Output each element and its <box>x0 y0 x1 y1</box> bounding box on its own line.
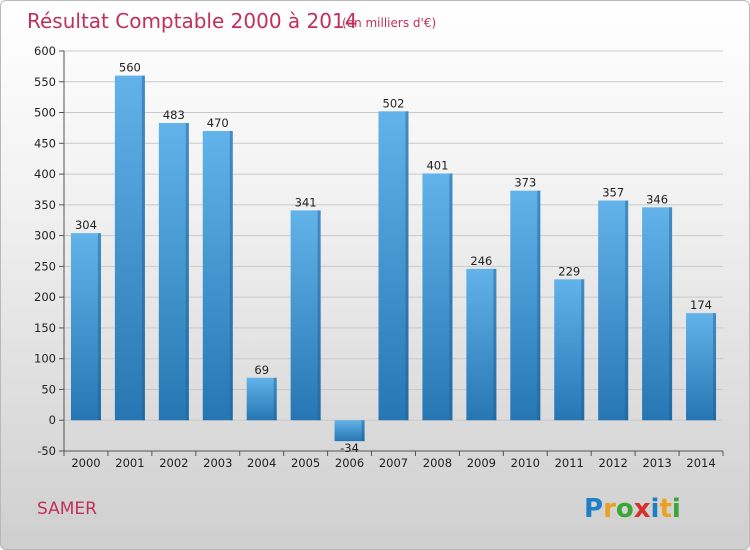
bar-2006 <box>334 420 365 442</box>
bar-shade <box>229 131 233 421</box>
bar-2007 <box>378 111 409 421</box>
x-tick-label: 2012 <box>599 456 628 470</box>
y-tick-label: 400 <box>34 167 56 181</box>
bar-shade <box>493 268 497 421</box>
data-label-2004: 69 <box>254 363 269 377</box>
x-tick-label: 2008 <box>423 456 452 470</box>
bar-2009 <box>466 268 497 421</box>
bar-2010 <box>510 190 541 421</box>
x-tick-label: 2001 <box>115 456 144 470</box>
logo-letter: o <box>616 494 634 524</box>
logo-letter: i <box>672 494 681 524</box>
logo-letter: P <box>584 494 603 524</box>
data-label-2010: 373 <box>514 176 536 190</box>
bar-2000 <box>70 233 101 421</box>
bar-shade <box>361 420 365 442</box>
bar-2004 <box>246 377 277 421</box>
bar-shade <box>97 233 101 421</box>
axes <box>63 51 723 452</box>
data-label-2014: 174 <box>690 298 712 312</box>
data-label-2000: 304 <box>75 218 97 232</box>
x-tick-label: 2003 <box>203 456 232 470</box>
bar-shade <box>449 173 453 421</box>
x-tick-label: 2000 <box>71 456 100 470</box>
data-label-2002: 483 <box>163 108 185 122</box>
chart-title: Résultat Comptable 2000 à 2014 <box>27 9 357 33</box>
bar-2014 <box>686 313 717 421</box>
bar-shade <box>141 75 145 421</box>
y-tick-label: 500 <box>34 106 56 120</box>
bar-2013 <box>642 207 673 421</box>
bar-2002 <box>158 123 189 421</box>
y-tick-label: 550 <box>34 75 56 89</box>
y-tick-label: 450 <box>34 136 56 150</box>
bar-shade <box>405 111 409 421</box>
y-tick-label: 100 <box>34 352 56 366</box>
x-tick-label: 2006 <box>335 456 364 470</box>
bar-2008 <box>422 173 453 421</box>
data-label-2007: 502 <box>383 96 405 110</box>
bar-shade <box>713 313 717 421</box>
bar-2011 <box>554 279 585 421</box>
x-tick-label: 2007 <box>379 456 408 470</box>
bar-shade <box>273 377 277 421</box>
y-tick-label: -50 <box>37 444 56 458</box>
x-tick-label: 2010 <box>511 456 540 470</box>
y-tick-label: 300 <box>34 229 56 243</box>
proxiti-logo: Proxiti <box>584 494 681 524</box>
x-tick-label: 2004 <box>247 456 276 470</box>
data-label-2001: 560 <box>119 61 141 75</box>
bar-shade <box>537 190 541 421</box>
data-label-2011: 229 <box>558 264 580 278</box>
logo-letter: x <box>634 494 651 524</box>
y-axis-ticks: -50 0 50 100 150 200 250 300 350 400 450 500 550 600 <box>34 44 64 458</box>
bar-shade <box>185 123 189 421</box>
bar-2003 <box>202 131 233 421</box>
y-tick-label: 200 <box>34 290 56 304</box>
data-labels: 304 560 483 470 69 341 -34 502 401 246 373 229 357 34… <box>75 61 712 456</box>
bar-shade <box>317 210 321 421</box>
x-tick-label: 2002 <box>159 456 188 470</box>
y-tick-label: 250 <box>34 259 56 273</box>
y-tick-label: 150 <box>34 321 56 335</box>
data-label-2013: 346 <box>646 192 668 206</box>
bar-2001 <box>114 75 145 421</box>
y-tick-label: 600 <box>34 44 56 58</box>
bar-shade <box>669 207 673 421</box>
y-tick-label: 350 <box>34 198 56 212</box>
data-label-2003: 470 <box>207 116 229 130</box>
chart-unit-note: (en milliers d'€) <box>342 16 436 30</box>
x-tick-label: 2009 <box>467 456 496 470</box>
x-tick-label: 2011 <box>555 456 584 470</box>
data-label-2008: 401 <box>426 158 448 172</box>
data-label-2005: 341 <box>295 195 317 209</box>
logo-letter: t <box>659 494 671 524</box>
logo-letter: i <box>651 494 660 524</box>
y-tick-label: 0 <box>49 413 56 427</box>
x-axis-ticks: 2000 2001 2002 2003 2004 2005 2006 2007 2008 2009… <box>63 451 724 470</box>
bar-2012 <box>598 200 629 421</box>
bar-shade <box>625 200 629 421</box>
data-label-2006: -34 <box>340 441 359 455</box>
logo-letter: r <box>603 494 616 524</box>
bars <box>70 75 717 442</box>
data-label-2012: 357 <box>602 186 624 200</box>
data-label-2009: 246 <box>470 254 492 268</box>
y-tick-label: 50 <box>41 382 56 396</box>
x-tick-label: 2014 <box>686 456 715 470</box>
x-tick-label: 2013 <box>642 456 671 470</box>
commune-name: SAMER <box>37 499 97 519</box>
bar-shade <box>581 279 585 421</box>
bar-2005 <box>290 210 321 421</box>
x-tick-label: 2005 <box>291 456 320 470</box>
